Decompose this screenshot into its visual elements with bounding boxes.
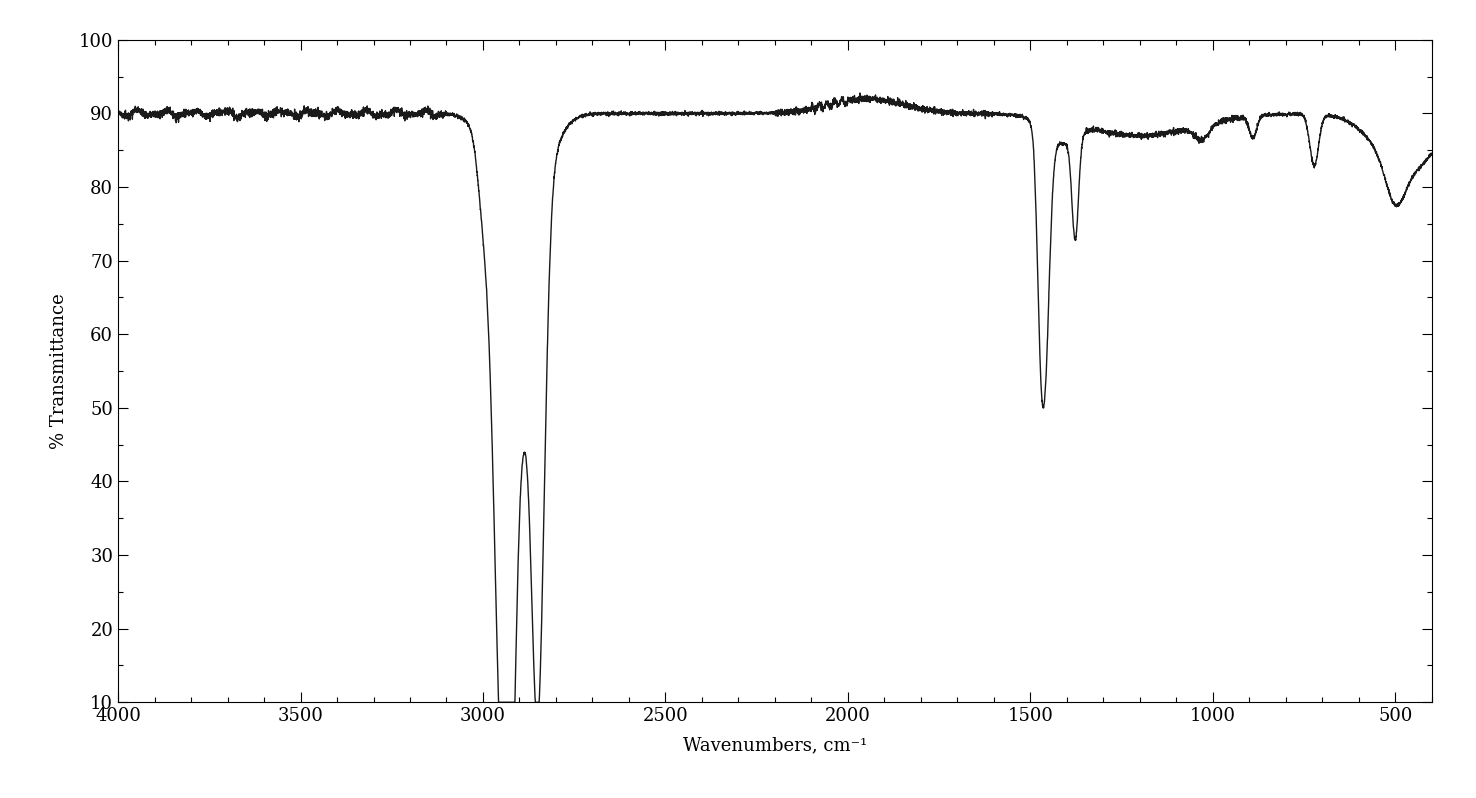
- X-axis label: Wavenumbers, cm⁻¹: Wavenumbers, cm⁻¹: [683, 737, 866, 754]
- Y-axis label: % Transmittance: % Transmittance: [50, 293, 68, 449]
